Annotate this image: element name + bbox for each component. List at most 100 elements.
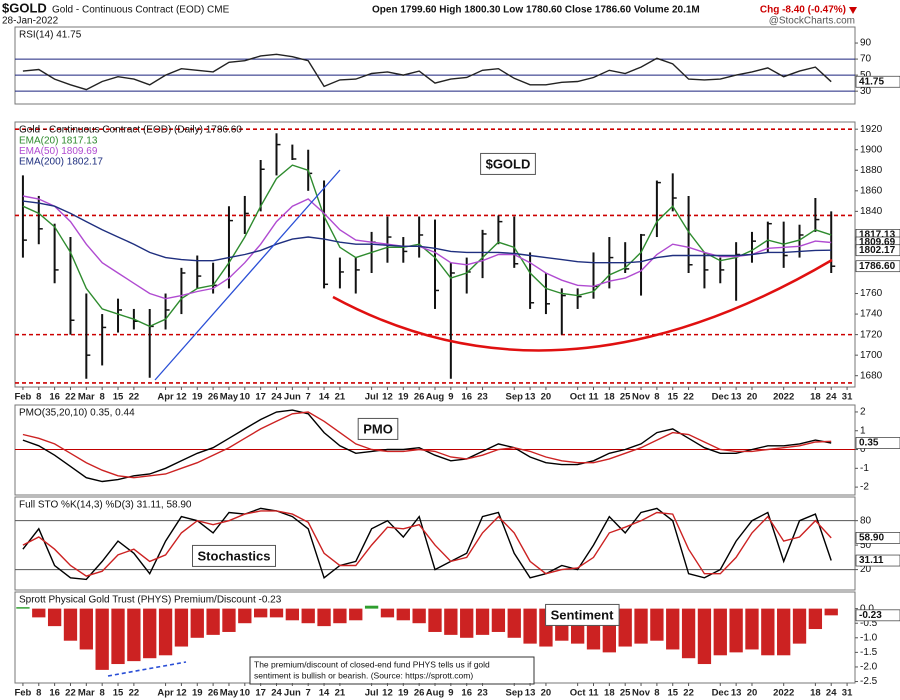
bar xyxy=(491,608,506,632)
note-box xyxy=(249,656,535,685)
bar xyxy=(333,608,347,624)
x-tick-label: 20 xyxy=(541,688,552,699)
x-tick-label: 25 xyxy=(620,392,631,403)
x-tick-label: 22 xyxy=(683,688,694,699)
y-tick-label: 1720 xyxy=(860,329,883,340)
y-tick-label: 0.0 xyxy=(860,603,874,614)
value-tag: -0.23 xyxy=(859,610,882,621)
x-tick-label: Nov xyxy=(632,688,651,699)
bar xyxy=(364,605,379,609)
x-tick-label: 26 xyxy=(414,392,425,403)
series-line xyxy=(22,164,832,328)
symbol: $GOLD xyxy=(2,0,47,15)
bar xyxy=(713,608,727,656)
x-tick-label: 8 xyxy=(654,688,659,699)
x-tick-label: 18 xyxy=(810,688,821,699)
x-tick-label: 9 xyxy=(448,392,453,403)
x-tick-label: 26 xyxy=(208,392,219,403)
y-tick-label: -0.5 xyxy=(860,618,878,629)
x-tick-label: 11 xyxy=(588,392,599,403)
legend-entry: EMA(50) 1809.69 xyxy=(19,146,98,157)
credit: @StockCharts.com xyxy=(769,16,855,27)
x-tick-label: Oct xyxy=(570,392,587,403)
bar xyxy=(349,608,363,621)
panel-title: Sprott Physical Gold Trust (PHYS) Premiu… xyxy=(19,595,282,606)
bar xyxy=(777,608,791,656)
x-tick-label: Mar xyxy=(78,392,95,403)
date: 28-Jan-2022 xyxy=(2,16,59,27)
legend-entry: EMA(20) 1817.13 xyxy=(19,136,98,147)
saucer-arc xyxy=(332,258,833,352)
x-tick-label: Sep xyxy=(506,392,524,403)
x-tick-label: 13 xyxy=(525,392,536,403)
x-tick-label: 12 xyxy=(176,688,187,699)
x-tick-label: 8 xyxy=(654,392,659,403)
x-tick-label: 31 xyxy=(842,392,853,403)
sentiment-trend xyxy=(107,661,187,677)
x-tick-label: 20 xyxy=(541,392,552,403)
panel-frame xyxy=(14,26,856,105)
panel-title: PMO(35,20,10) 0.35, 0.44 xyxy=(19,408,135,419)
x-tick-label: 25 xyxy=(620,688,631,699)
y-tick-label: 50 xyxy=(860,540,872,551)
x-tick-label: 14 xyxy=(319,688,330,699)
x-tick-label: 9 xyxy=(448,688,453,699)
x-tick-label: 7 xyxy=(306,688,311,699)
x-tick-label: 24 xyxy=(826,392,837,403)
annotation: $GOLD xyxy=(486,156,531,171)
x-tick-label: Mar xyxy=(78,688,95,699)
bar xyxy=(238,608,252,624)
panel-title: Full STO %K(14,3) %D(3) 31.11, 58.90 xyxy=(19,500,192,511)
bar xyxy=(618,608,632,647)
y-tick-label: 1900 xyxy=(860,144,883,155)
down-arrow xyxy=(849,7,857,14)
bar xyxy=(792,608,807,644)
series-line xyxy=(22,409,832,483)
bar xyxy=(127,608,141,662)
x-tick-label: 31 xyxy=(842,688,853,699)
x-tick-label: 19 xyxy=(398,688,409,699)
x-tick-label: 15 xyxy=(667,392,678,403)
annotation-box xyxy=(545,603,620,626)
x-tick-label: Apr xyxy=(157,688,174,699)
x-tick-label: 16 xyxy=(49,392,60,403)
bar xyxy=(206,608,220,635)
bar xyxy=(523,608,537,644)
y-tick-label: 20 xyxy=(860,564,872,575)
panel-frame xyxy=(14,496,856,591)
x-tick-label: 26 xyxy=(208,688,219,699)
series-line xyxy=(22,510,832,577)
note-line: sentiment is bullish or bearish. (Source… xyxy=(254,670,473,680)
annotation: PMO xyxy=(363,421,393,436)
x-tick-label: Dec xyxy=(712,392,729,403)
x-tick-label: 2022 xyxy=(773,392,794,403)
y-tick-label: 80 xyxy=(860,515,872,526)
bar xyxy=(158,608,173,656)
x-tick-label: 8 xyxy=(36,688,41,699)
y-tick-label: 1700 xyxy=(860,350,883,361)
y-tick-label: 1740 xyxy=(860,309,883,320)
value-tag-box xyxy=(855,554,900,567)
x-tick-label: 16 xyxy=(49,688,60,699)
x-tick-label: 17 xyxy=(255,392,266,403)
bar xyxy=(808,608,823,630)
bar xyxy=(729,608,743,653)
value-tag-box xyxy=(855,260,900,273)
y-tick-label: 2 xyxy=(860,407,866,418)
x-tick-label: Dec xyxy=(712,688,729,699)
x-tick-label: 22 xyxy=(129,392,140,403)
bar xyxy=(95,608,109,670)
bar xyxy=(32,608,46,618)
x-tick-label: 12 xyxy=(176,392,187,403)
x-tick-label: 13 xyxy=(731,392,742,403)
x-tick-label: 15 xyxy=(113,392,124,403)
value-tag: 0.35 xyxy=(859,438,879,449)
note-line: The premium/discount of closed-end fund … xyxy=(254,659,490,669)
bar xyxy=(412,608,426,624)
bar xyxy=(650,608,664,641)
y-tick-label: 1760 xyxy=(860,288,883,299)
x-tick-label: 12 xyxy=(382,688,393,699)
value-tag: 1786.60 xyxy=(859,261,896,272)
change: Chg -8.40 (-0.47%) xyxy=(760,5,846,16)
